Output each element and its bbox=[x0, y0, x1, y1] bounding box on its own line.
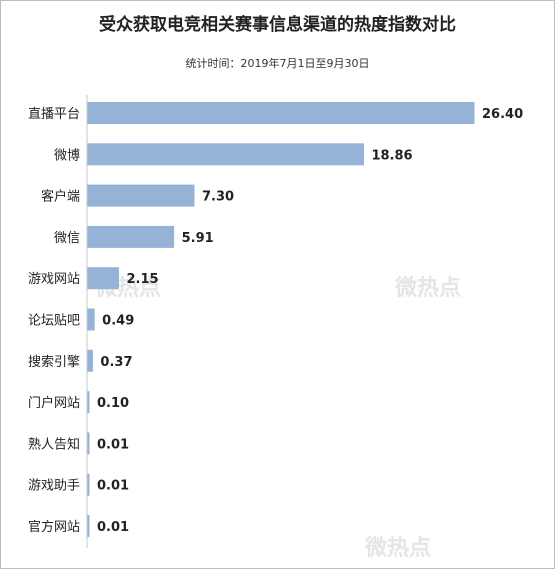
category-label: 门户网站 bbox=[28, 395, 80, 411]
value-label: 18.86 bbox=[371, 148, 412, 163]
category-label: 游戏助手 bbox=[28, 479, 80, 494]
bar bbox=[87, 473, 90, 496]
value-label: 2.15 bbox=[127, 272, 159, 287]
bar bbox=[87, 515, 90, 537]
chart-title: 受众获取电竞相关赛事信息渠道的热度指数对比 bbox=[99, 15, 456, 35]
bars-group: 直播平台 26.40 微博 18.86 客户端 7.30 微信 5.91 游戏网站 2.15 论坛贴… bbox=[28, 102, 523, 537]
category-label: 论坛贴吧 bbox=[28, 314, 80, 329]
bar bbox=[87, 225, 175, 248]
category-label: 微博 bbox=[54, 148, 80, 163]
bar bbox=[87, 432, 90, 455]
value-label: 0.10 bbox=[97, 396, 129, 411]
value-label: 0.37 bbox=[100, 355, 132, 370]
chart-subtitle: 统计时间：2019年7月1日至9月30日 bbox=[185, 57, 370, 70]
bar bbox=[87, 143, 364, 166]
category-label: 熟人告知 bbox=[28, 436, 80, 452]
category-label: 搜索引擎 bbox=[28, 355, 80, 370]
value-label: 5.91 bbox=[182, 231, 214, 246]
category-label: 客户端 bbox=[41, 189, 80, 205]
value-label: 0.01 bbox=[97, 520, 129, 535]
value-label: 0.49 bbox=[102, 314, 134, 329]
bar bbox=[87, 349, 93, 372]
bar bbox=[87, 184, 195, 207]
value-label: 26.40 bbox=[482, 107, 523, 122]
bar bbox=[87, 267, 120, 290]
value-label: 0.01 bbox=[97, 437, 129, 452]
category-label: 微信 bbox=[54, 231, 80, 246]
category-label: 直播平台 bbox=[28, 107, 80, 122]
value-label: 7.30 bbox=[202, 190, 234, 205]
category-label: 游戏网站 bbox=[28, 272, 80, 287]
bar bbox=[87, 391, 90, 414]
watermark-text: 微热点 bbox=[394, 275, 461, 301]
bar bbox=[87, 102, 475, 124]
value-label: 0.01 bbox=[97, 479, 129, 494]
category-label: 官方网站 bbox=[28, 519, 80, 535]
bar bbox=[87, 308, 95, 331]
watermark-text: 微热点 bbox=[364, 535, 431, 561]
